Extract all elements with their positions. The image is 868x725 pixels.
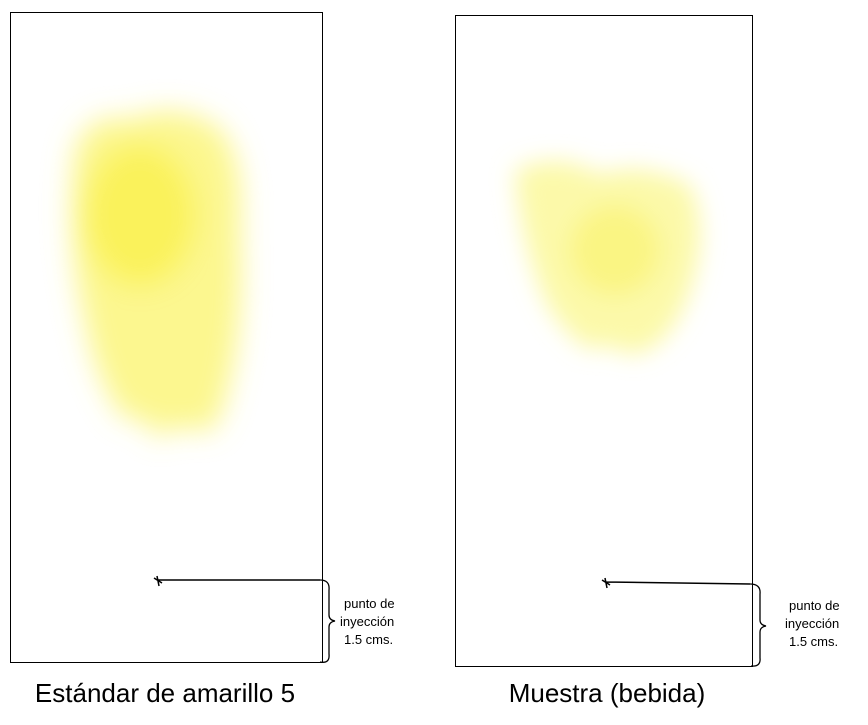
- plate-standard: punto de inyección 1.5 cms. Estándar de …: [11, 13, 395, 709]
- label-line: 1.5 cms.: [789, 634, 838, 649]
- label-line: 1.5 cms.: [344, 632, 393, 647]
- plate-sample: punto de inyección 1.5 cms. Muestra (beb…: [456, 16, 840, 709]
- diagram: punto de inyección 1.5 cms. Estándar de …: [0, 0, 868, 725]
- label-line: punto de: [344, 596, 395, 611]
- label-line: inyección: [340, 614, 394, 629]
- caption: Estándar de amarillo 5: [35, 678, 295, 708]
- caption: Muestra (bebida): [509, 678, 706, 708]
- label-line: punto de: [789, 598, 840, 613]
- label-line: inyección: [785, 616, 839, 631]
- page: punto de inyección 1.5 cms. Estándar de …: [0, 0, 868, 725]
